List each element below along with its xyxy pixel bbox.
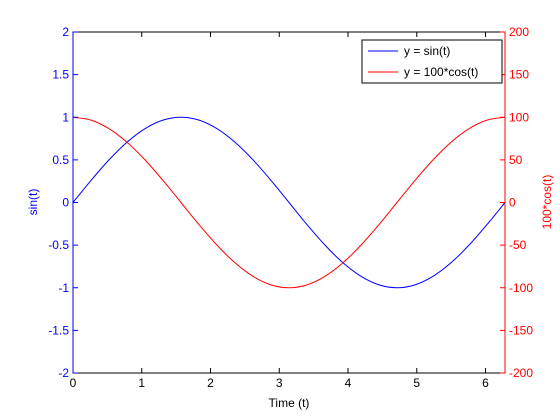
right-tick-label: -150 (509, 323, 533, 337)
legend-box (361, 39, 503, 84)
left-tick-label: -0.5 (48, 238, 69, 252)
left-y-axis-label: sin(t) (26, 189, 40, 216)
series-layer (72, 116, 506, 289)
right-y-axis: -200 -150 -100 -50 0 50 100 150 200 (500, 25, 533, 380)
left-tick-label: 0.5 (52, 153, 69, 167)
right-tick-label: -50 (509, 238, 527, 252)
left-tick-label: 1 (62, 110, 69, 124)
x-tick-label: 3 (276, 376, 283, 390)
x-axis-label: Time (t) (269, 396, 310, 410)
right-tick-label: 50 (509, 153, 523, 167)
right-y-axis-label: 100*cos(t) (540, 175, 554, 230)
x-tick-label: 6 (482, 376, 489, 390)
left-tick-label: 0 (62, 196, 69, 210)
legend: y = sin(t) y = 100*cos(t) (361, 39, 503, 84)
x-tick-label: 5 (413, 376, 420, 390)
right-tick-label: 0 (509, 196, 516, 210)
left-tick-label: -2 (58, 366, 69, 380)
right-tick-label: 150 (509, 68, 529, 82)
right-tick-label: -100 (509, 281, 533, 295)
x-tick-label: 1 (138, 376, 145, 390)
series-line-1 (72, 116, 506, 289)
left-tick-label: -1 (58, 281, 69, 295)
right-tick-label: -200 (509, 366, 533, 380)
left-tick-label: -1.5 (48, 323, 69, 337)
x-tick-label: 4 (345, 376, 352, 390)
x-axis: 0 1 2 3 4 5 6 (70, 32, 489, 390)
legend-label-sin: y = sin(t) (404, 44, 450, 58)
x-tick-label: 2 (207, 376, 214, 390)
x-tick-label: 0 (70, 376, 77, 390)
right-tick-label: 100 (509, 110, 529, 124)
legend-label-cos: y = 100*cos(t) (404, 65, 478, 79)
left-tick-label: 1.5 (52, 68, 69, 82)
right-tick-label: 200 (509, 25, 529, 39)
left-tick-label: 2 (62, 25, 69, 39)
series-line-0 (72, 116, 506, 289)
left-y-axis: -2 -1.5 -1 -0.5 0 0.5 1 1.5 2 (48, 25, 78, 380)
